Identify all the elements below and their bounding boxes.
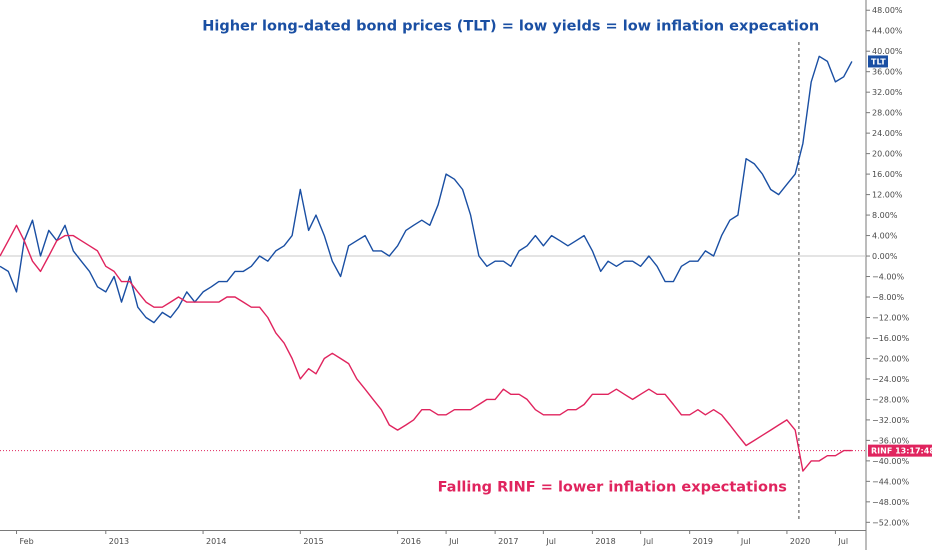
x-tick-label: Jul <box>837 537 848 546</box>
x-tick-label: 2015 <box>303 537 323 546</box>
x-tick-label: Feb <box>20 537 34 546</box>
labels-layer: TLT RINF 13:17:48 Higher long-dated bond p… <box>202 19 932 496</box>
x-tick-label: 2014 <box>206 537 226 546</box>
y-tick-label: −36.00% <box>872 436 910 445</box>
y-tick-label: −44.00% <box>872 477 910 486</box>
x-tick-label: 2017 <box>498 537 518 546</box>
y-tick-label: 0.00% <box>872 252 898 261</box>
y-tick-label: −48.00% <box>872 498 910 507</box>
y-tick-label: 4.00% <box>872 232 898 241</box>
y-tick-label: 20.00% <box>872 150 903 159</box>
y-tick-label: 12.00% <box>872 191 903 200</box>
y-tick-label: −32.00% <box>872 416 910 425</box>
y-tick-label: 40.00% <box>872 47 903 56</box>
y-tick-label: 32.00% <box>872 88 903 97</box>
series-layer <box>0 55 853 472</box>
y-tick-label: 8.00% <box>872 211 898 220</box>
rinf-price-tag <box>868 444 932 457</box>
y-tick-label: −40.00% <box>872 457 910 466</box>
tlt-annotation: Higher long-dated bond prices (TLT) = lo… <box>202 19 819 35</box>
y-tick-label: −12.00% <box>872 313 910 322</box>
y-tick-label: −24.00% <box>872 375 910 384</box>
axes-layer: 48.00% 44.00% 40.00% 36.00% 32.00% 28.00% 24.0… <box>0 0 910 550</box>
tlt-price-tag <box>868 55 888 68</box>
y-tick-label: 24.00% <box>872 129 903 138</box>
x-tick-label: 2018 <box>595 537 615 546</box>
x-tick-label: Jul <box>545 537 556 546</box>
x-tick-label: 2019 <box>693 537 713 546</box>
rinf-series-line <box>0 224 852 472</box>
x-tick-label: 2013 <box>109 537 129 546</box>
y-tick-label: −52.00% <box>872 518 910 527</box>
y-tick-label: −4.00% <box>872 273 905 282</box>
tlt-series-line <box>0 55 853 324</box>
y-tick-label: −20.00% <box>872 354 910 363</box>
y-tick-label: −28.00% <box>872 395 910 404</box>
y-tick-label: 16.00% <box>872 170 903 179</box>
y-tick-label: −8.00% <box>872 293 905 302</box>
rinf-annotation: Falling RINF = lower inflation expectati… <box>438 480 787 496</box>
x-tick-label: 2016 <box>401 537 421 546</box>
y-tick-label: 44.00% <box>872 27 903 36</box>
x-tick-label: Jul <box>740 537 751 546</box>
y-tick-label: 28.00% <box>872 109 903 118</box>
y-tick-label: 48.00% <box>872 6 903 15</box>
y-tick-label: 36.00% <box>872 68 903 77</box>
x-tick-label: Jul <box>448 537 459 546</box>
x-tick-label: Jul <box>643 537 654 546</box>
y-tick-label: −16.00% <box>872 334 910 343</box>
rinf-price-tag-label: RINF 13:17:48 <box>871 447 932 456</box>
tlt-price-tag-label: TLT <box>871 57 886 66</box>
x-tick-label: 2020 <box>790 537 810 546</box>
